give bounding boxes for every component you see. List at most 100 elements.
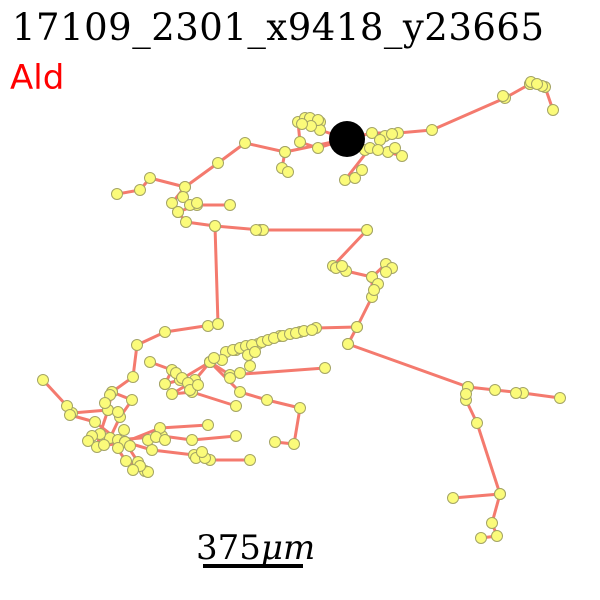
node-marker bbox=[230, 430, 242, 442]
cell-type-label: Ald bbox=[10, 58, 65, 98]
scale-bar-label: 375μm bbox=[196, 528, 315, 568]
node-marker bbox=[349, 172, 361, 184]
node-marker bbox=[319, 362, 331, 374]
node-marker bbox=[339, 174, 351, 186]
scale-bar-unit: μm bbox=[260, 528, 316, 568]
node-marker bbox=[202, 419, 214, 431]
node-marker bbox=[192, 379, 204, 391]
node-marker bbox=[380, 266, 392, 278]
node-marker bbox=[134, 184, 146, 196]
branch-edge bbox=[346, 82, 555, 141]
node-marker bbox=[296, 118, 308, 130]
node-marker bbox=[111, 188, 123, 200]
branch-nodes bbox=[37, 76, 566, 544]
node-marker bbox=[144, 356, 156, 368]
node-marker bbox=[89, 416, 101, 428]
node-marker bbox=[342, 338, 354, 350]
node-marker bbox=[196, 446, 208, 458]
node-marker bbox=[202, 320, 214, 332]
node-marker bbox=[531, 78, 543, 90]
node-marker bbox=[244, 360, 256, 372]
node-marker bbox=[112, 406, 124, 418]
branch-edge bbox=[71, 322, 219, 415]
branch-edge bbox=[95, 409, 126, 449]
node-marker bbox=[234, 386, 246, 398]
node-marker bbox=[447, 492, 459, 504]
node-marker bbox=[547, 104, 559, 116]
branch-edge bbox=[452, 386, 502, 500]
node-marker bbox=[368, 284, 380, 296]
branch-edges bbox=[41, 82, 561, 540]
branch-edge bbox=[346, 277, 374, 345]
node-marker bbox=[336, 260, 348, 272]
node-marker bbox=[294, 136, 306, 148]
node-marker bbox=[489, 384, 501, 396]
node-marker bbox=[64, 409, 76, 421]
node-marker bbox=[166, 197, 178, 209]
soma-marker bbox=[329, 121, 365, 157]
node-marker bbox=[212, 157, 224, 169]
node-marker bbox=[249, 346, 261, 358]
node-marker bbox=[497, 90, 509, 102]
branch-edge bbox=[124, 440, 250, 462]
node-marker bbox=[172, 206, 184, 218]
node-marker bbox=[208, 352, 220, 364]
branch-edge bbox=[207, 225, 220, 328]
node-marker bbox=[239, 137, 251, 149]
node-marker bbox=[142, 466, 154, 478]
node-marker bbox=[112, 442, 124, 454]
node-marker bbox=[494, 488, 506, 500]
node-marker bbox=[554, 392, 566, 404]
node-marker bbox=[374, 134, 386, 146]
node-marker bbox=[146, 444, 158, 456]
node-marker bbox=[372, 144, 384, 156]
branch-edge bbox=[347, 342, 561, 400]
node-marker bbox=[191, 197, 203, 209]
node-marker bbox=[306, 324, 318, 336]
node-marker bbox=[159, 326, 171, 338]
node-marker bbox=[288, 438, 300, 450]
node-marker bbox=[209, 220, 221, 232]
node-marker bbox=[124, 440, 136, 452]
node-marker bbox=[510, 387, 522, 399]
node-marker bbox=[126, 394, 138, 406]
node-marker bbox=[269, 436, 281, 448]
node-marker bbox=[144, 172, 156, 184]
node-marker bbox=[127, 464, 139, 476]
node-marker bbox=[471, 417, 483, 429]
node-marker bbox=[366, 127, 378, 139]
node-marker bbox=[396, 150, 408, 162]
node-marker bbox=[389, 142, 401, 154]
node-marker bbox=[177, 191, 189, 203]
scale-bar bbox=[203, 564, 303, 568]
node-marker bbox=[491, 530, 503, 542]
node-marker bbox=[98, 439, 110, 451]
branch-edge bbox=[176, 211, 367, 232]
node-marker bbox=[37, 374, 49, 386]
node-marker bbox=[159, 378, 171, 390]
node-marker bbox=[159, 434, 171, 446]
node-marker bbox=[244, 454, 256, 466]
node-marker bbox=[361, 224, 373, 236]
node-marker bbox=[230, 400, 242, 412]
node-marker bbox=[99, 397, 111, 409]
node-marker bbox=[186, 434, 198, 446]
node-marker bbox=[82, 435, 94, 447]
branch-edge bbox=[480, 493, 502, 540]
node-marker bbox=[475, 532, 487, 544]
node-marker bbox=[224, 199, 236, 211]
node-marker bbox=[486, 517, 498, 529]
node-marker bbox=[120, 455, 132, 467]
node-marker bbox=[356, 164, 368, 176]
node-marker bbox=[212, 318, 224, 330]
node-marker bbox=[180, 216, 192, 228]
node-marker bbox=[386, 128, 398, 140]
node-marker bbox=[127, 371, 139, 383]
node-marker bbox=[250, 224, 262, 236]
node-marker bbox=[460, 388, 472, 400]
node-marker bbox=[294, 402, 306, 414]
node-marker bbox=[118, 424, 130, 436]
node-marker bbox=[312, 142, 324, 154]
node-marker bbox=[179, 181, 191, 193]
